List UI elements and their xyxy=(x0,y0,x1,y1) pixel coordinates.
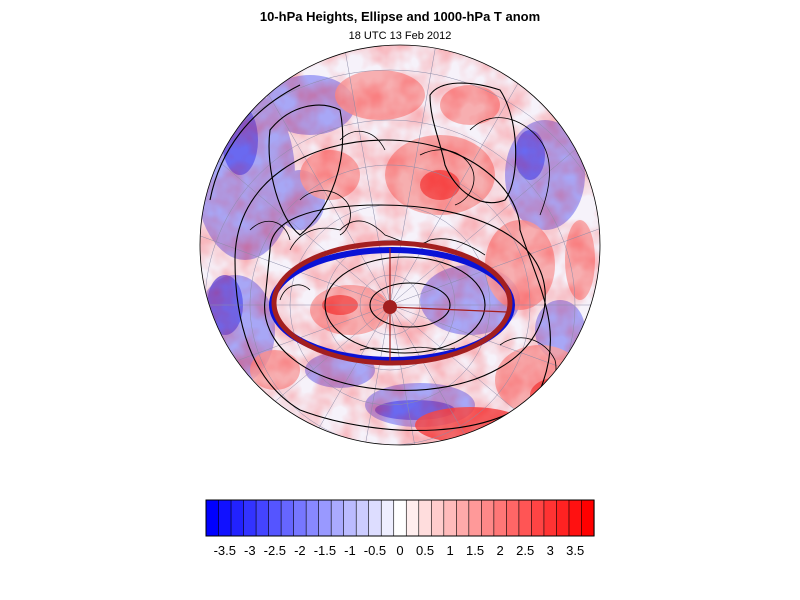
meridian-line xyxy=(344,304,391,445)
meridian-line xyxy=(389,304,521,445)
vortex-centroid xyxy=(383,300,397,314)
colorbar-tick-label: -0.5 xyxy=(363,543,387,558)
colorbar-cell xyxy=(518,499,533,537)
meridian-line xyxy=(389,137,590,306)
colorbar-tick-label: -2 xyxy=(294,543,306,558)
colorbar-tick-label: 2.5 xyxy=(516,543,535,558)
meridian-line xyxy=(389,48,436,306)
colorbar-cell xyxy=(268,499,282,537)
polar-map xyxy=(199,44,601,446)
colorbar-tick-label: 1 xyxy=(446,543,454,558)
colorbar-frame xyxy=(205,499,595,537)
colorbar-cell xyxy=(568,499,583,537)
meridian-line xyxy=(200,304,391,395)
colorbar-tick-label: 0.5 xyxy=(415,543,435,558)
ellipse-major-axis xyxy=(389,306,508,313)
colorbar-cell xyxy=(581,499,595,537)
height-contours xyxy=(209,82,552,431)
fitted-vortex-ellipse xyxy=(271,240,513,366)
colorbar-tick-label: 2 xyxy=(496,543,504,558)
colorbar-cells xyxy=(205,499,595,537)
colorbar-cell xyxy=(243,499,257,537)
colorbar-cell xyxy=(531,499,545,537)
colorbar-cell xyxy=(230,499,245,537)
colorbar-cell xyxy=(343,499,357,537)
meridian-line xyxy=(389,304,436,445)
colorbar-cell xyxy=(468,499,482,537)
colorbar-cell xyxy=(493,499,507,537)
figure-title: 10-hPa Heights, Ellipse and 1000-hPa T a… xyxy=(259,9,541,24)
colorbar-cell xyxy=(218,499,232,537)
colorbar-tick-label: -1.5 xyxy=(313,543,337,558)
colorbar-tick-label: 3 xyxy=(546,543,554,558)
colorbar-cell xyxy=(305,499,320,537)
colorbar-cell xyxy=(355,499,370,537)
meridian-line xyxy=(389,215,600,306)
colorbar-cell xyxy=(543,499,558,537)
colorbar-tick-label: -3.5 xyxy=(213,543,236,558)
colorbar-cell xyxy=(430,499,445,537)
colorbar-tick-label: 0 xyxy=(396,543,404,558)
colorbar-cell xyxy=(368,499,382,537)
colorbar-cell xyxy=(255,499,270,537)
colorbar-cell xyxy=(280,499,295,537)
meridian-line xyxy=(259,79,391,306)
colorbar-cell xyxy=(205,499,220,537)
meridian-line xyxy=(200,215,391,306)
colorbar-cell xyxy=(405,499,420,537)
colorbar-cell xyxy=(456,499,470,537)
colorbar-tick-label: 3.5 xyxy=(566,543,585,558)
colorbar-cell xyxy=(393,499,407,537)
colorbar-cell xyxy=(293,499,307,537)
colorbar-tick-label: 1.5 xyxy=(466,543,485,558)
colorbar-cell xyxy=(418,499,432,537)
colorbar-cell xyxy=(506,499,520,537)
colorbar-cell xyxy=(380,499,395,537)
colorbar-tick-label: -1 xyxy=(344,543,356,558)
colorbar-cell xyxy=(330,499,345,537)
colorbar-tick-label: -3 xyxy=(244,543,256,558)
vortex-ellipses xyxy=(269,240,515,366)
meridian-line xyxy=(344,48,391,306)
globe-outline xyxy=(199,44,601,446)
colorbar-cell xyxy=(481,499,495,537)
colorbar-cell xyxy=(318,499,332,537)
colorbar-cell xyxy=(556,499,570,537)
colorbar-cell xyxy=(443,499,457,537)
figure-subtitle: 18 UTC 13 Feb 2012 xyxy=(348,30,452,42)
meridian-line xyxy=(200,137,391,306)
colorbar-tick-label: -2.5 xyxy=(263,543,287,558)
